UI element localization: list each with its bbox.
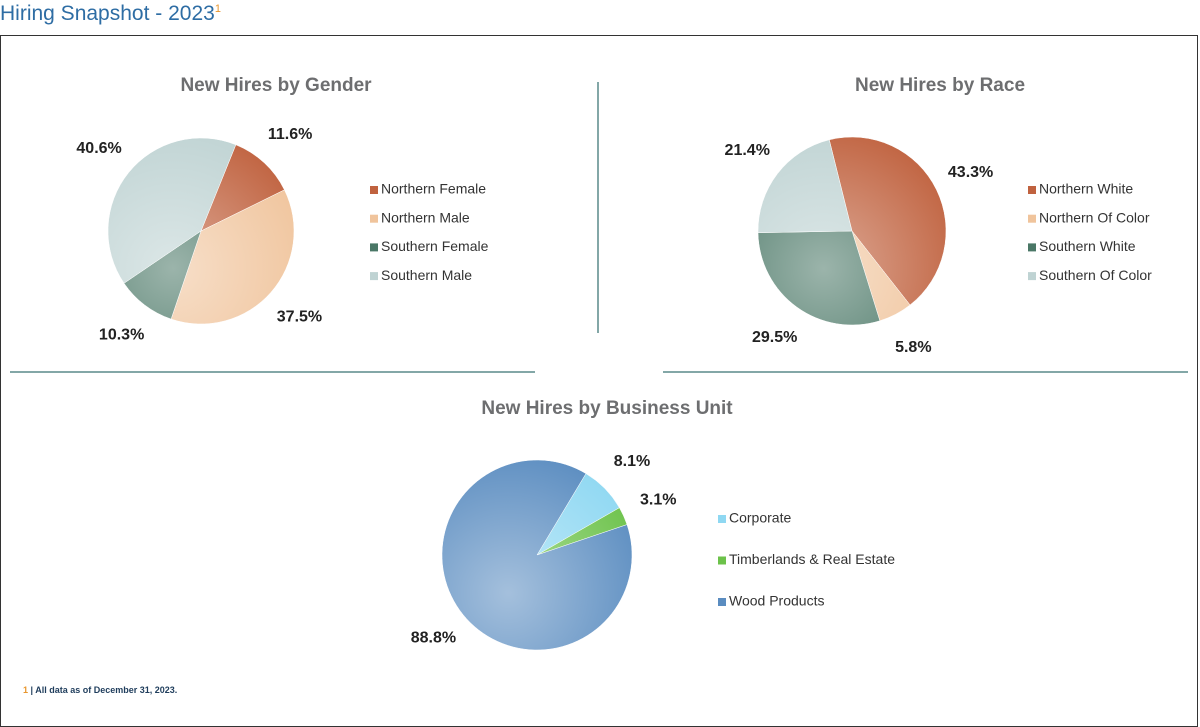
legend-swatch	[718, 556, 726, 565]
value-label: 43.3%	[948, 164, 993, 181]
value-label: 21.4%	[725, 142, 770, 159]
value-label: 10.3%	[99, 326, 144, 343]
legend-label: Northern Of Color	[1039, 209, 1150, 225]
value-label: 37.5%	[277, 309, 322, 326]
legend-swatch	[370, 214, 378, 223]
legend-swatch	[370, 186, 378, 194]
value-label: 11.6%	[268, 126, 312, 143]
legend-swatch	[370, 272, 378, 281]
chart-title: New Hires by Race	[855, 75, 1025, 96]
legend-label: Southern Female	[381, 238, 489, 254]
legend-label: Southern White	[1039, 238, 1136, 254]
legend-label: Timberlands & Real Estate	[729, 551, 895, 567]
footnote-text: | All data as of December 31, 2023.	[30, 685, 178, 695]
page-title: Hiring Snapshot - 20231	[0, 2, 221, 26]
legend-swatch	[1028, 272, 1036, 281]
legend-swatch	[1028, 214, 1036, 223]
footnote: 1 | All data as of December 31, 2023.	[23, 685, 177, 695]
legend-label: Southern Male	[381, 267, 472, 283]
title-note: 1	[214, 3, 221, 15]
value-label: 5.8%	[895, 339, 931, 356]
legend-label: Wood Products	[729, 593, 824, 609]
charts: New Hires by Gender 11.6% 37.5% 10.3% 40.6% N…	[10, 75, 1188, 651]
legend-swatch	[1028, 186, 1036, 194]
chart-title: New Hires by Gender	[180, 75, 372, 96]
legend-label: Northern Male	[381, 209, 470, 225]
footnote-marker: 1	[23, 685, 29, 695]
value-label: 3.1%	[640, 492, 676, 509]
value-label: 40.6%	[76, 140, 121, 157]
legend-label: Corporate	[729, 510, 791, 526]
title-text: Hiring Snapshot - 2023	[0, 2, 215, 25]
legend-swatch	[718, 515, 726, 523]
legend-swatch	[1028, 243, 1036, 252]
legend-swatch	[370, 243, 378, 252]
chart-title: New Hires by Business Unit	[481, 398, 733, 419]
legend-swatch	[718, 598, 726, 606]
legend-label: Northern Female	[381, 181, 486, 197]
value-label: 88.8%	[411, 630, 456, 647]
legend-label: Southern Of Color	[1039, 267, 1152, 283]
value-label: 29.5%	[752, 329, 797, 346]
legend-label: Northern White	[1039, 181, 1133, 197]
value-label: 8.1%	[614, 453, 650, 470]
